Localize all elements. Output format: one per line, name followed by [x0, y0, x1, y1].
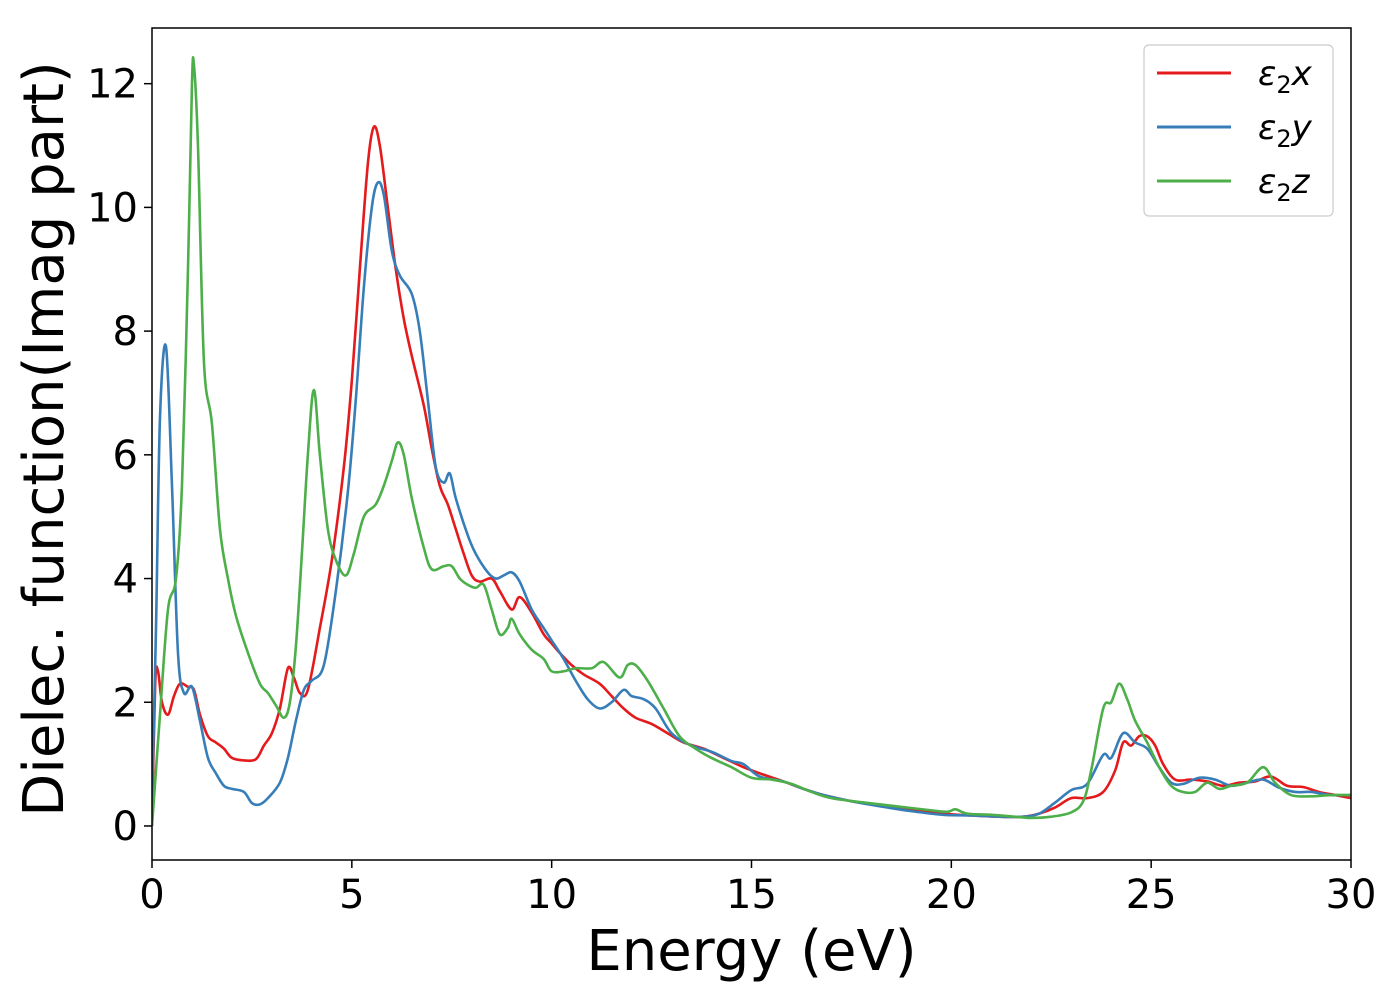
y-tick-label: 4 [113, 557, 138, 603]
series-group [152, 56, 1351, 827]
y-tick-label: 2 [113, 680, 138, 726]
y-axis-ticks: 0 2 4 6 8 10 12 [87, 62, 152, 850]
x-tick-label: 0 [139, 872, 164, 918]
legend-label-y: ε2y [1258, 108, 1313, 153]
x-tick-label: 15 [726, 872, 777, 918]
x-axis-ticks: 0 5 10 15 20 25 30 [139, 860, 1376, 918]
series-line-z [152, 56, 1351, 827]
y-tick-label: 0 [113, 804, 138, 850]
legend: ε2x ε2y ε2z [1143, 44, 1334, 217]
legend-label-z: ε2z [1258, 162, 1311, 207]
x-axis-label: Energy (eV) [586, 919, 916, 984]
x-tick-label: 30 [1326, 872, 1377, 918]
y-tick-label: 8 [113, 309, 138, 355]
x-tick-label: 10 [526, 872, 577, 918]
y-axis-label: Dielec. function(Imag part) [12, 61, 77, 817]
y-tick-label: 6 [113, 433, 138, 479]
series-line-y [152, 180, 1351, 819]
series-line-x [152, 125, 1351, 827]
x-tick-label: 25 [1126, 872, 1177, 918]
legend-label-x: ε2x [1258, 54, 1313, 99]
legend-box [1143, 44, 1334, 217]
x-tick-label: 20 [926, 872, 977, 918]
x-tick-label: 5 [339, 872, 364, 918]
y-tick-label: 10 [87, 185, 138, 231]
y-tick-label: 12 [87, 62, 138, 108]
